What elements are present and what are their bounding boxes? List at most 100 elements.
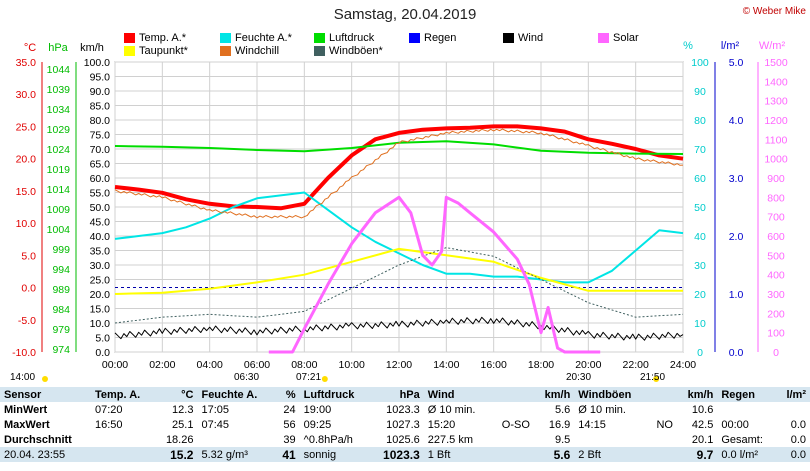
celsius-tick: 20.0 — [16, 154, 37, 166]
legend-label: Solar — [613, 32, 639, 44]
stats-table: Sensor Temp. A. °C Feuchte A. % Luftdruc… — [0, 387, 810, 462]
solar-tick: 1400 — [764, 76, 788, 88]
percent-axis-label: % — [683, 40, 693, 52]
stats-gust-unit: km/h — [676, 387, 718, 402]
stats-cell-temp-t — [91, 432, 155, 447]
stats-cell-hum-v: 56 — [283, 418, 296, 431]
legend-swatch — [124, 33, 135, 43]
stats-cell-temp-t: 07:20 — [94, 403, 123, 416]
hpa-tick: 1009 — [47, 204, 71, 216]
hpa-tick: 1044 — [47, 64, 71, 76]
rain-tick: 5.0 — [729, 57, 744, 69]
solar-tick: 0 — [773, 347, 779, 359]
time-tick: 16:00 — [481, 359, 507, 371]
legend-swatch — [124, 46, 135, 56]
time-tick: 14:00 — [433, 359, 459, 371]
celsius-tick: 0.0 — [21, 283, 36, 295]
legend-swatch — [598, 33, 609, 43]
time-tick: 04:00 — [197, 359, 223, 371]
hpa-axis-label: hPa — [48, 42, 68, 54]
celsius-axis-label: °C — [24, 42, 36, 54]
legend-item: Wind — [503, 32, 543, 44]
legend-item: Windchill — [220, 45, 279, 57]
sun-marker — [42, 376, 48, 382]
time-tick: 18:00 — [528, 359, 554, 371]
rain-tick: 0.0 — [729, 347, 744, 359]
stats-cell-rain-t: 0.0 l/m² — [721, 448, 759, 461]
legend-swatch — [314, 33, 325, 43]
stats-cell-press-t: sonnig — [303, 448, 337, 461]
percent-tick: 0 — [697, 347, 703, 359]
percent-tick: 10 — [694, 318, 706, 330]
time-tick: 12:00 — [386, 359, 412, 371]
rain-tick: 1.0 — [729, 289, 744, 301]
stats-header-row: Sensor Temp. A. °C Feuchte A. % Luftdruc… — [0, 387, 810, 402]
stats-temp-header: Temp. A. — [90, 387, 155, 402]
rain-axis-label: l/m² — [721, 40, 740, 52]
celsius-tick: -10.0 — [12, 347, 36, 359]
time-tick: 00:00 — [102, 359, 128, 371]
stats-cell-press-v: 1023.3 — [383, 447, 420, 462]
stats-cell-wind-v: 5.6 — [553, 447, 571, 462]
stats-hum-header: Feuchte A. — [197, 387, 275, 402]
sunrise-label: 06:30 — [234, 372, 260, 383]
stats-gust-header: Windböen — [574, 387, 648, 402]
stats-cell-wind-t: Ø 10 min. — [427, 403, 476, 416]
kmh-tick: 25.0 — [90, 275, 111, 287]
stats-cell-gust-v: 9.7 — [696, 447, 714, 462]
stats-sensor-header: Sensor — [0, 387, 91, 402]
kmh-tick: 85.0 — [90, 101, 111, 113]
kmh-tick: 70.0 — [90, 144, 111, 156]
series-line — [114, 124, 684, 211]
stats-rain-header: Regen — [717, 387, 777, 402]
series-line — [114, 128, 684, 219]
legend-swatch — [314, 46, 325, 56]
solar-tick: 1300 — [764, 96, 788, 108]
stats-cell-wind-v: 9.5 — [555, 433, 571, 446]
legend-item: Regen — [409, 32, 456, 44]
hpa-tick: 1004 — [47, 224, 71, 236]
rain-tick: 3.0 — [729, 173, 744, 185]
legend-swatch — [409, 33, 420, 43]
legend-label: Regen — [424, 32, 457, 44]
solar-tick: 700 — [767, 212, 785, 224]
stats-rain-unit: l/m² — [776, 387, 810, 402]
hpa-tick: 1039 — [47, 84, 71, 96]
stats-cell-rain-v: 0.0 — [790, 448, 806, 461]
time-tick: 24:00 — [670, 359, 696, 371]
stats-cell-wind-d: O-SO — [501, 418, 530, 431]
celsius-tick: 30.0 — [16, 89, 37, 101]
stats-cell-temp-t: 16:50 — [94, 418, 123, 431]
stats-cell-rain-v — [777, 402, 810, 417]
stats-cell-label: MinWert — [4, 403, 48, 416]
stats-cell-wind-t: 1 Bft — [427, 448, 451, 461]
stats-temp-unit: °C — [154, 387, 198, 402]
solar-tick: 1000 — [764, 154, 788, 166]
stats-cell-hum-v: 24 — [283, 403, 296, 416]
hpa-tick: 989 — [52, 284, 70, 296]
legend-item: Solar — [598, 32, 639, 44]
solar-tick: 1100 — [765, 134, 788, 146]
solar-tick: 400 — [767, 270, 785, 282]
stats-row: Durchschnitt 18.26 39 ^0.8hPa/h 1025.6 227.5 … — [0, 432, 810, 447]
stats-cell-gust-t: 14:15 — [578, 418, 606, 431]
stats-cell-temp-v: 12.3 — [172, 403, 194, 416]
stats-cell-gust-d — [648, 447, 677, 462]
stats-cell-hum-v: 39 — [283, 433, 296, 446]
percent-tick: 20 — [694, 289, 706, 301]
stats-cell-wind-v: 5.6 — [555, 403, 571, 416]
hpa-tick: 1034 — [47, 104, 71, 116]
kmh-tick: 0.0 — [95, 347, 110, 359]
stats-row: MinWert 07:20 12.3 17:05 24 19:00 1023.3 Ø 10 m… — [0, 402, 810, 417]
series-line — [114, 247, 683, 295]
moonset-label: 21:50 — [640, 372, 666, 383]
celsius-tick: 25.0 — [16, 121, 37, 133]
chart-title: Samstag, 20.04.2019 — [333, 6, 477, 23]
stats-cell-rain-v: 0.0 — [790, 433, 806, 446]
time-tick: 22:00 — [623, 359, 649, 371]
stats-cell-press-v: 1027.3 — [386, 418, 420, 431]
stats-cell-gust-t — [574, 432, 647, 447]
stats-cell-wind-v: 16.9 — [548, 418, 571, 431]
kmh-tick: 30.0 — [90, 260, 111, 272]
legend-item: Luftdruck — [314, 32, 374, 44]
